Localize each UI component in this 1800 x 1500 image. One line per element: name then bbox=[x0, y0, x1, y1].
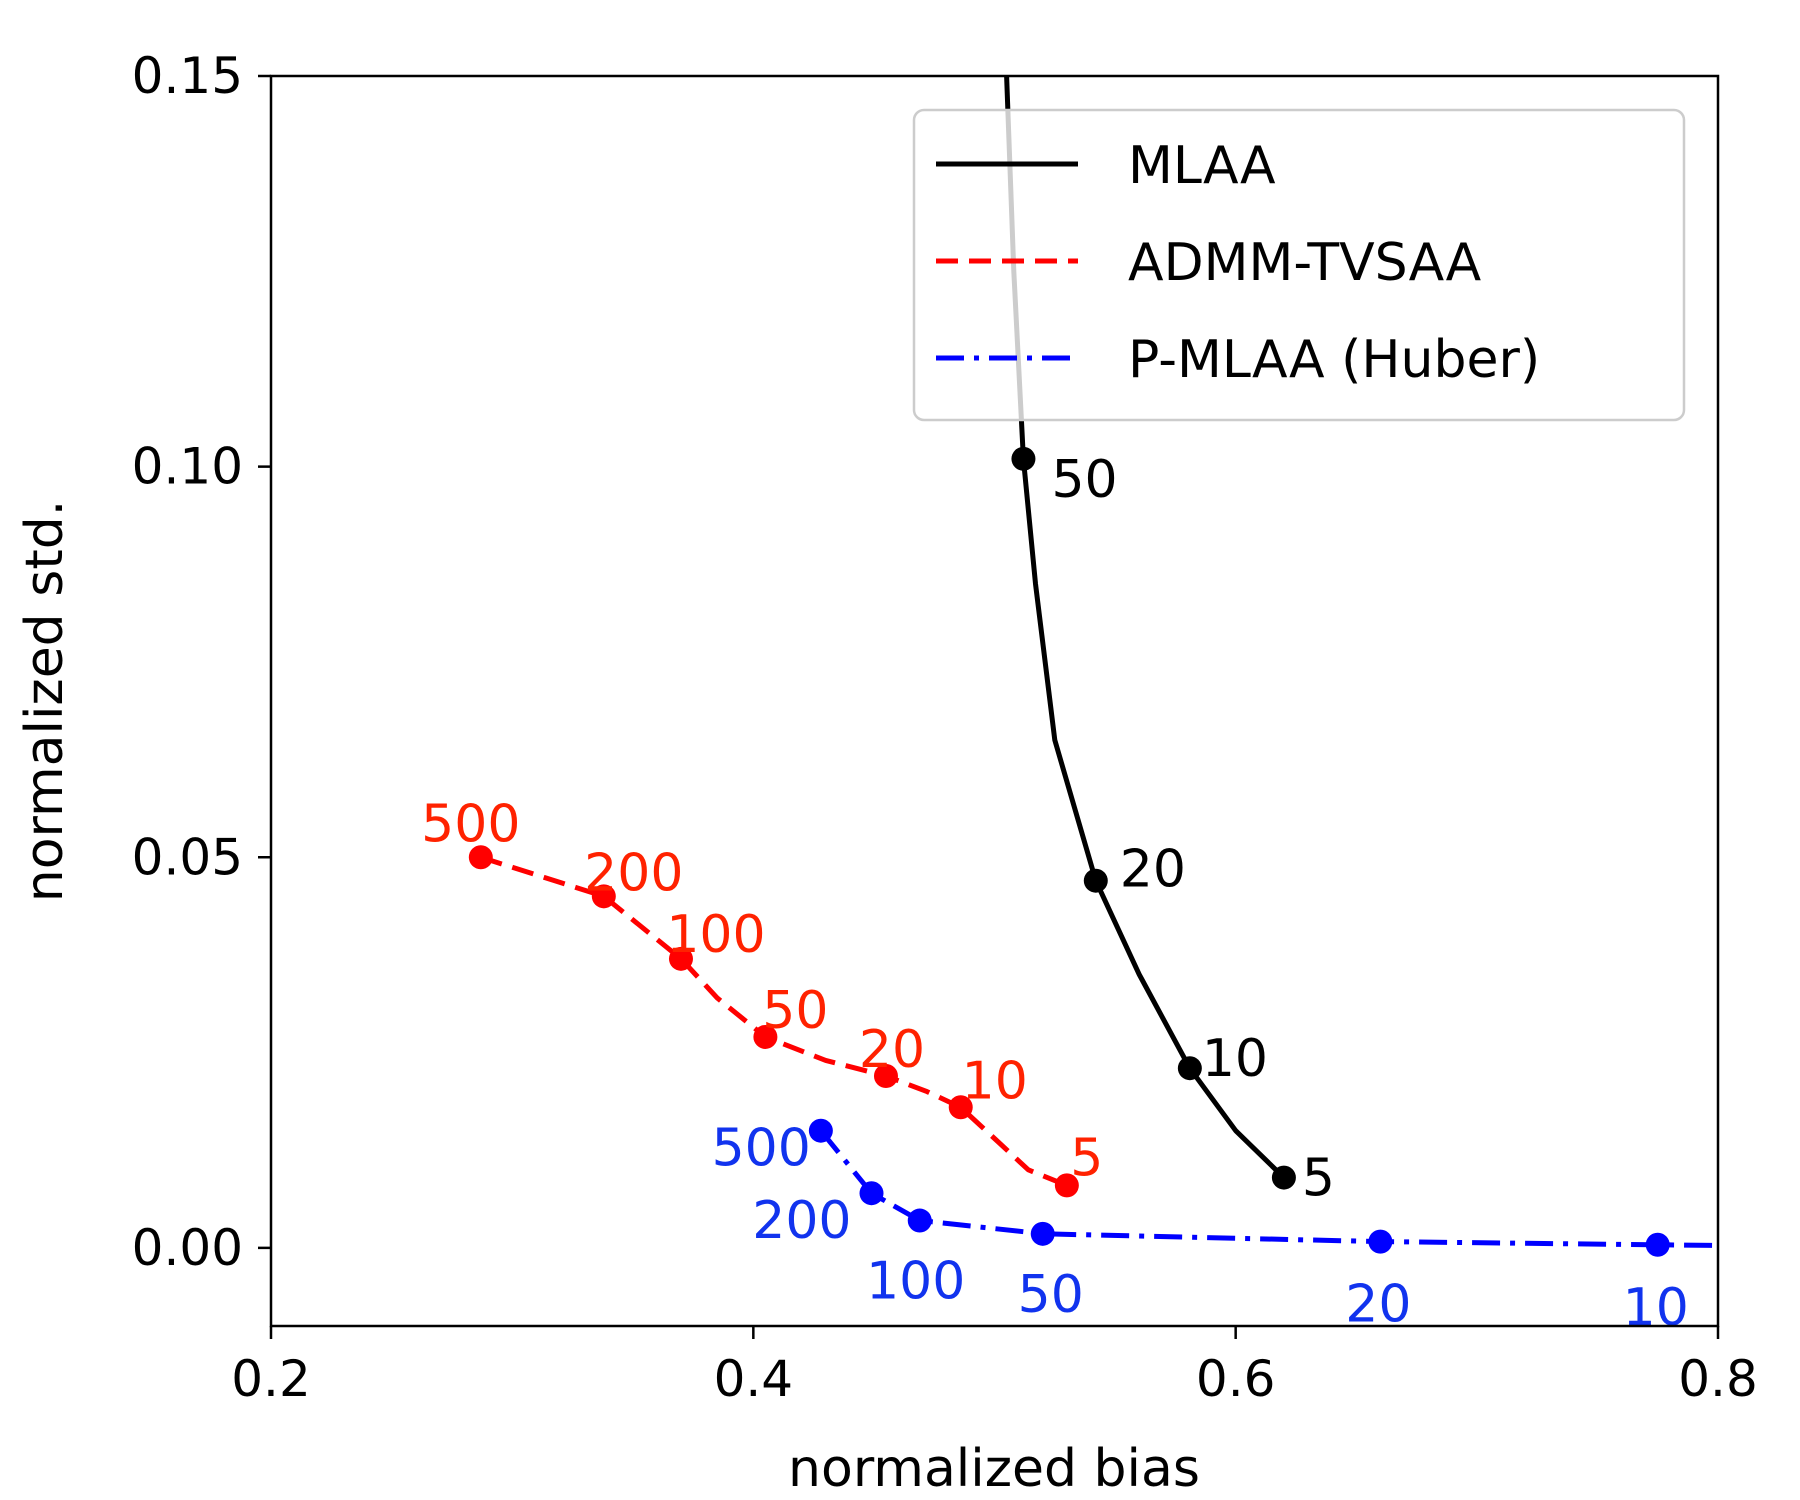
data-point-p-mlaa-huber bbox=[907, 1208, 932, 1233]
data-label-p-mlaa-huber: 10 bbox=[1623, 1278, 1689, 1338]
series-line-admm-tvsaa bbox=[480, 854, 1068, 1188]
data-point-admm-tvsaa bbox=[591, 884, 616, 909]
data-label-mlaa: 20 bbox=[1120, 840, 1186, 900]
plot-frame bbox=[269, 74, 1720, 1328]
legend-label-p-mlaa: P-MLAA (Huber) bbox=[1128, 330, 1540, 390]
data-point-mlaa bbox=[1011, 446, 1036, 471]
y-tick-label: 0.05 bbox=[132, 828, 243, 886]
legend: MLAA ADMM-TVSAA P-MLAA (Huber) bbox=[912, 108, 1686, 422]
x-axis: 0.2 0.4 0.6 0.8 bbox=[231, 1326, 1758, 1408]
data-label-admm-tvsaa: 500 bbox=[421, 794, 520, 854]
data-point-p-mlaa-huber bbox=[859, 1181, 884, 1206]
data-point-p-mlaa-huber bbox=[1368, 1229, 1393, 1254]
y-tick-label: 0.15 bbox=[132, 47, 243, 105]
data-point-admm-tvsaa bbox=[668, 946, 693, 971]
x-axis-title: normalized bias bbox=[788, 1439, 1200, 1499]
legend-label-admm-tvsaa: ADMM-TVSAA bbox=[1128, 233, 1482, 293]
data-point-admm-tvsaa bbox=[948, 1095, 973, 1120]
data-point-admm-tvsaa bbox=[1054, 1173, 1079, 1198]
data-point-admm-tvsaa bbox=[873, 1064, 898, 1088]
legend-label-mlaa: MLAA bbox=[1128, 136, 1276, 196]
data-label-admm-tvsaa: 10 bbox=[962, 1051, 1028, 1111]
data-label-admm-tvsaa: 50 bbox=[762, 981, 828, 1041]
data-label-mlaa: 5 bbox=[1302, 1149, 1335, 1209]
x-tick-label: 0.6 bbox=[1196, 1350, 1276, 1408]
data-label-admm-tvsaa: 100 bbox=[666, 905, 765, 965]
data-label-mlaa: 10 bbox=[1202, 1029, 1268, 1089]
legend-box bbox=[912, 108, 1686, 422]
y-tick-label: 0.10 bbox=[132, 438, 243, 496]
x-tick-label: 0.4 bbox=[714, 1350, 794, 1408]
y-axis: 0.00 0.05 0.10 0.15 bbox=[132, 47, 271, 1277]
data-point-admm-tvsaa bbox=[468, 845, 493, 870]
data-point-mlaa bbox=[1271, 1165, 1296, 1190]
data-label-p-mlaa-huber: 50 bbox=[1018, 1265, 1084, 1325]
data-point-p-mlaa-huber bbox=[1030, 1221, 1055, 1246]
data-point-p-mlaa-huber bbox=[808, 1118, 833, 1143]
data-label-mlaa: 50 bbox=[1051, 450, 1117, 510]
series-line-p-mlaa-huber bbox=[818, 1129, 1718, 1248]
data-label-p-mlaa-huber: 200 bbox=[752, 1191, 851, 1251]
data-label-p-mlaa-huber: 20 bbox=[1345, 1275, 1411, 1335]
x-tick-label: 0.2 bbox=[231, 1350, 311, 1408]
y-axis-title: normalized std. bbox=[15, 500, 75, 903]
data-point-mlaa bbox=[1083, 868, 1108, 893]
x-tick-label: 0.8 bbox=[1678, 1350, 1758, 1408]
data-point-mlaa bbox=[1177, 1056, 1202, 1081]
y-tick-label: 0.00 bbox=[132, 1219, 243, 1277]
data-label-admm-tvsaa: 200 bbox=[584, 843, 683, 903]
data-point-p-mlaa-huber bbox=[1645, 1232, 1670, 1257]
data-label-p-mlaa-huber: 500 bbox=[712, 1119, 811, 1179]
data-label-p-mlaa-huber: 100 bbox=[866, 1252, 965, 1312]
data-point-admm-tvsaa bbox=[753, 1024, 778, 1049]
data-label-admm-tvsaa: 20 bbox=[859, 1020, 925, 1080]
data-label-admm-tvsaa: 5 bbox=[1070, 1128, 1103, 1188]
